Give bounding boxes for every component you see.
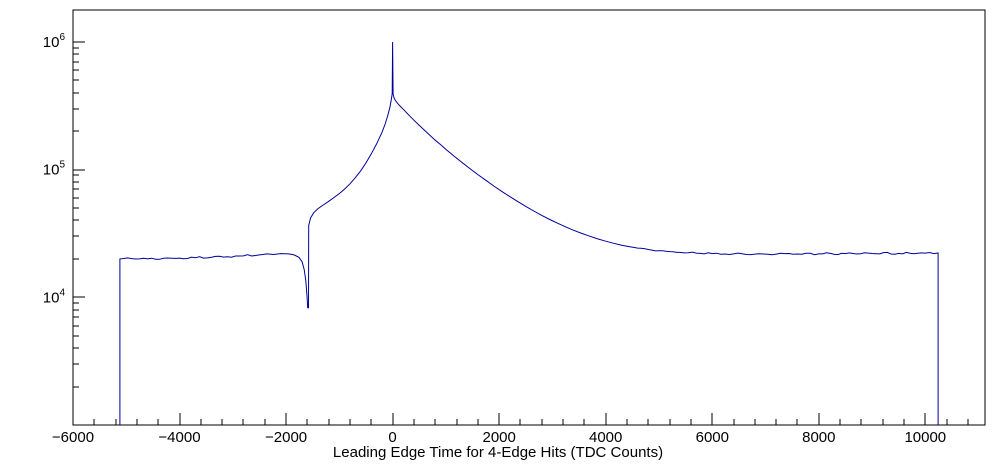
y-tick-label: 105 xyxy=(43,160,66,179)
x-tick-label: −4000 xyxy=(158,429,200,446)
x-tick-label: 8000 xyxy=(802,429,835,446)
x-axis-title: Leading Edge Time for 4-Edge Hits (TDC C… xyxy=(332,444,664,461)
series-line xyxy=(119,41,939,425)
x-tick-label: 6000 xyxy=(696,429,729,446)
tick-labels: −6000 −4000 −2000 0 2000 4000 6000 8000 10000 104… xyxy=(43,32,946,446)
x-tick-label: 4000 xyxy=(589,429,622,446)
y-tick-label: 104 xyxy=(43,287,66,306)
x-tick-label: −2000 xyxy=(265,429,307,446)
axes-frame xyxy=(72,9,986,426)
y-tick-label: 106 xyxy=(43,32,66,51)
x-tick-label: 0 xyxy=(388,429,396,446)
x-tick-label: 2000 xyxy=(483,429,516,446)
x-tick-label: −6000 xyxy=(52,429,94,446)
x-tick-label: 10000 xyxy=(904,429,946,446)
